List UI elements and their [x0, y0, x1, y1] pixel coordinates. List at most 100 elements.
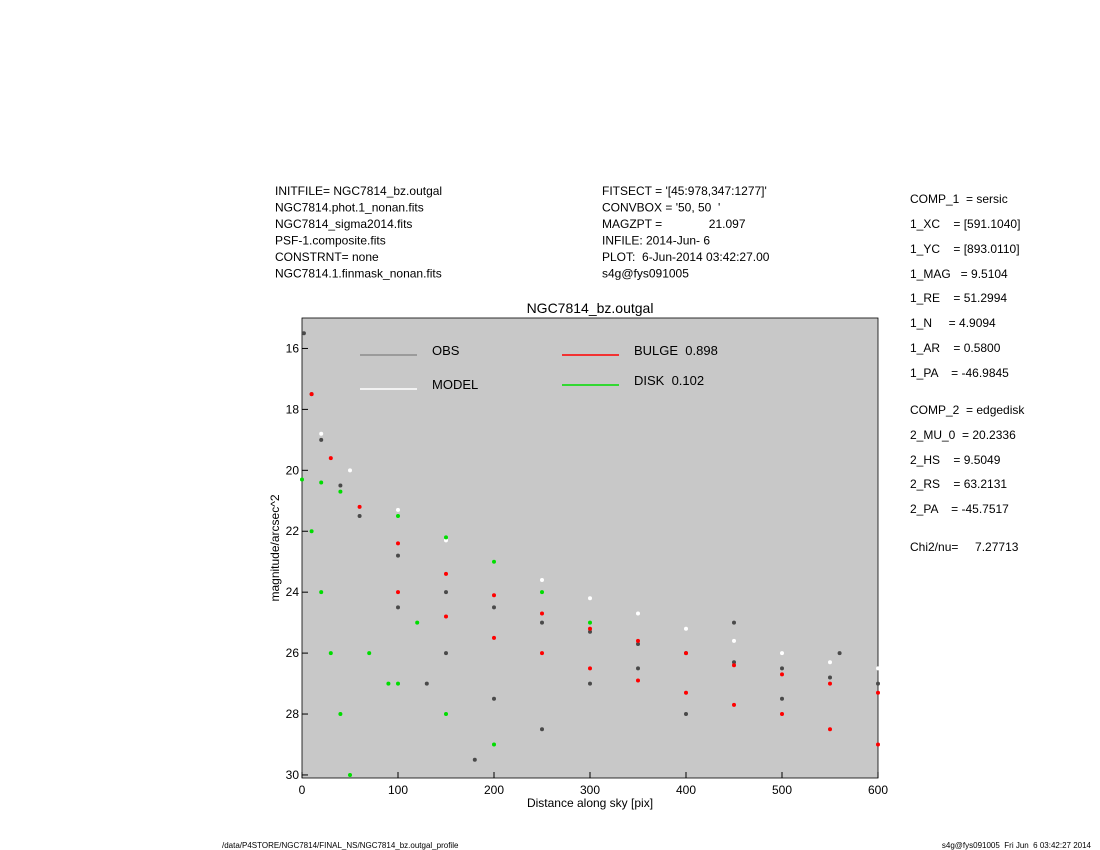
point [540, 590, 544, 595]
fit-parameter: COMP_1 = sersic [910, 192, 1008, 206]
point [540, 620, 544, 625]
point [636, 641, 640, 646]
series-3 [300, 477, 592, 777]
point [876, 681, 880, 686]
point [876, 690, 880, 695]
point [588, 620, 592, 625]
point [780, 696, 784, 701]
x-tick-label: 100 [388, 783, 408, 797]
header-left-line: NGC7814.1.finmask_nonan.fits [275, 267, 442, 281]
point [338, 483, 343, 488]
point [396, 507, 400, 512]
x-tick-label: 600 [868, 783, 888, 797]
point [780, 666, 784, 671]
point [338, 489, 343, 494]
point [540, 611, 544, 616]
header-middle-line: INFILE: 2014-Jun- 6 [602, 234, 710, 248]
point [396, 681, 400, 686]
header-middle-line: MAGZPT = 21.097 [602, 217, 746, 231]
header-middle-line: s4g@fys091005 [602, 267, 689, 281]
x-tick-label: 200 [484, 783, 504, 797]
x-tick-label: 300 [580, 783, 600, 797]
x-tick-label: 0 [299, 783, 306, 797]
point [492, 696, 496, 701]
y-axis-label: magnitude/arcsec^2 [268, 494, 282, 601]
header-left-line: NGC7814_sigma2014.fits [275, 217, 412, 231]
header-middle-line: PLOT: 6-Jun-2014 03:42:27.00 [602, 250, 770, 264]
x-axis-label: Distance along sky [pix] [527, 796, 653, 810]
point [309, 529, 314, 534]
chart-title: NGC7814_bz.outgal [527, 300, 654, 316]
point [780, 651, 784, 656]
point [588, 681, 592, 686]
point [492, 635, 496, 640]
point [828, 727, 832, 732]
header-left-line: CONSTRNT= none [275, 250, 379, 264]
point [444, 712, 448, 717]
point [338, 712, 343, 717]
footer-path: /data/P4STORE/NGC7814/FINAL_NS/NGC7814_b… [222, 841, 459, 850]
fit-parameter: 2_HS = 9.5049 [910, 453, 1001, 467]
fit-parameter: 1_RE = 51.2994 [910, 291, 1007, 305]
point [309, 392, 314, 397]
point [540, 577, 544, 582]
point [424, 681, 429, 686]
point [588, 626, 592, 631]
y-tick-label: 30 [286, 768, 300, 782]
point [588, 666, 592, 671]
point [300, 477, 304, 482]
point [732, 620, 736, 625]
point [348, 772, 352, 777]
point [492, 742, 496, 747]
point [876, 742, 880, 747]
point [492, 605, 496, 610]
fit-parameter: 1_N = 4.9094 [910, 316, 996, 330]
point [540, 651, 544, 656]
header-middle-line: FITSECT = '[45:978,347:1277]' [602, 184, 767, 198]
point [396, 553, 400, 558]
point [319, 437, 324, 442]
point [492, 559, 496, 564]
point [636, 638, 640, 643]
point [444, 535, 448, 540]
legend-label: OBS [432, 343, 460, 358]
point [415, 620, 420, 625]
series-1 [319, 431, 880, 671]
point [636, 611, 640, 616]
fit-parameter: COMP_2 = edgedisk [910, 403, 1025, 417]
point [828, 675, 832, 680]
point [396, 605, 400, 610]
point [348, 468, 352, 473]
point [396, 541, 400, 546]
point [732, 638, 736, 643]
point [828, 681, 832, 686]
y-tick-label: 28 [286, 707, 300, 721]
y-tick-label: 16 [286, 341, 300, 355]
point [636, 666, 640, 671]
point [357, 514, 362, 519]
point [472, 757, 477, 762]
point [328, 651, 333, 656]
fit-parameter: 1_PA = -46.9845 [910, 366, 1009, 380]
header-middle-line: CONVBOX = '50, 50 ' [602, 201, 720, 215]
y-tick-label: 22 [286, 524, 300, 538]
point [540, 727, 544, 732]
point [319, 431, 324, 436]
point [684, 626, 688, 631]
x-tick-label: 400 [676, 783, 696, 797]
point [357, 504, 362, 509]
point [732, 660, 736, 665]
legend-label: MODEL [432, 377, 478, 392]
point [444, 571, 448, 576]
point [492, 593, 496, 598]
plot-area [301, 317, 879, 779]
point [301, 331, 306, 336]
y-tick-label: 18 [286, 402, 300, 416]
point [367, 651, 372, 656]
fit-parameter: 2_PA = -45.7517 [910, 502, 1009, 516]
fit-parameter: 1_MAG = 9.5104 [910, 267, 1008, 281]
point [588, 596, 592, 601]
header-left-line: PSF-1.composite.fits [275, 234, 386, 248]
fit-parameter: 1_XC = [591.1040] [910, 217, 1020, 231]
